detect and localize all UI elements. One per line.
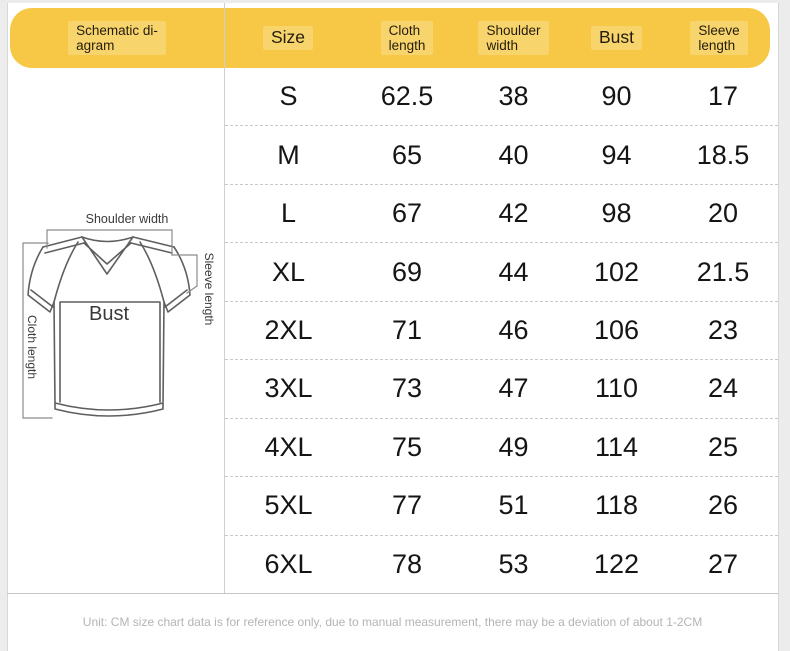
- column-header-label: Schematic di- agram: [68, 20, 166, 56]
- shoulder-width-bracket: [46, 229, 173, 256]
- cell-shoulder-width: 44: [498, 256, 529, 287]
- cell-bust: 114: [594, 431, 639, 462]
- cell-shoulder-width: 38: [498, 81, 529, 112]
- cell-cloth-length: 71: [391, 314, 423, 345]
- column-divider-line: [224, 3, 225, 593]
- table-header-bar: [10, 8, 770, 68]
- cell-sleeve-length: 18.5: [696, 139, 750, 170]
- cell-sleeve-length: 26: [707, 490, 739, 521]
- table-bottom-border: [7, 593, 778, 594]
- cell-cloth-length: 73: [391, 373, 423, 404]
- table-row: M 65 40 94 18.5: [225, 125, 778, 183]
- cell-sleeve-length: 24: [707, 373, 739, 404]
- cell-bust: 118: [594, 490, 639, 521]
- sleeve-length-label: Sleeve length: [202, 253, 216, 326]
- table-row: 3XL 73 47 110 24: [225, 359, 778, 417]
- column-header-schematic-diagram: Schematic di- agram: [10, 8, 224, 68]
- cell-sleeve-length: 23: [707, 314, 739, 345]
- cell-sleeve-length: 25: [707, 431, 739, 462]
- tshirt-armhole-seams: [53, 241, 165, 303]
- table-row: 6XL 78 53 122 27: [225, 534, 778, 593]
- column-header-bust: Bust: [565, 8, 668, 68]
- cloth-length-label: Cloth length: [25, 315, 39, 379]
- cell-sleeve-length: 20: [707, 198, 739, 229]
- column-header-sleeve-length: Sleeve length: [668, 8, 770, 68]
- sleeve-length-bracket: [171, 254, 198, 294]
- cell-size: 4XL: [264, 431, 313, 462]
- tshirt-bust-line: [59, 301, 161, 403]
- cell-bust: 110: [594, 373, 639, 404]
- cell-size: 6XL: [264, 548, 313, 579]
- column-header-label: Bust: [590, 26, 643, 50]
- cell-shoulder-width: 49: [498, 431, 529, 462]
- content-panel: [7, 3, 779, 651]
- cell-sleeve-length: 17: [707, 81, 739, 112]
- cell-cloth-length: 75: [391, 431, 423, 462]
- cell-cloth-length: 65: [391, 139, 423, 170]
- cell-bust: 106: [593, 314, 640, 345]
- column-header-label: Cloth length: [380, 20, 434, 56]
- cell-bust: 98: [601, 198, 632, 229]
- cell-cloth-length: 69: [391, 256, 423, 287]
- column-header-label: Sleeve length: [690, 20, 748, 56]
- tshirt-schematic-diagram: Shoulder width Bust Sleeve length Cloth …: [22, 212, 216, 419]
- cell-size: L: [280, 198, 297, 229]
- cell-bust: 90: [601, 81, 632, 112]
- cell-cloth-length: 78: [391, 548, 423, 579]
- cell-cloth-length: 67: [391, 198, 423, 229]
- cell-bust: 94: [601, 139, 632, 170]
- cell-sleeve-length: 27: [707, 548, 739, 579]
- cell-shoulder-width: 53: [498, 548, 529, 579]
- size-table: S 62.5 38 90 17 M 65 40 94 18.5 L 67 42 …: [225, 68, 778, 593]
- column-header-shoulder-width: Shoulder width: [462, 8, 565, 68]
- table-row: XL 69 44 102 21.5: [225, 242, 778, 300]
- tshirt-torso: [53, 301, 165, 417]
- cell-size: XL: [271, 256, 306, 287]
- column-header-label: Size: [262, 26, 314, 50]
- cell-cloth-length: 77: [391, 490, 423, 521]
- tshirt-right-sleeve: [163, 246, 191, 313]
- tshirt-left-sleeve: [27, 246, 55, 313]
- shoulder-width-label: Shoulder width: [86, 212, 169, 226]
- table-row: 5XL 77 51 118 26: [225, 476, 778, 534]
- table-row: L 67 42 98 20: [225, 183, 778, 242]
- cell-size: M: [277, 139, 300, 170]
- cell-sleeve-length: 21.5: [696, 256, 750, 287]
- cloth-length-bracket: [22, 242, 53, 419]
- cell-bust: 122: [593, 548, 640, 579]
- bust-label: Bust: [89, 303, 129, 325]
- cell-size: 3XL: [264, 373, 313, 404]
- table-row: 4XL 75 49 114 25: [225, 417, 778, 476]
- column-header-cloth-length: Cloth length: [352, 8, 462, 68]
- cell-cloth-length: 62.5: [380, 81, 434, 112]
- column-header-label: Shoulder width: [478, 20, 549, 56]
- cell-shoulder-width: 51: [498, 490, 529, 521]
- cell-size: 2XL: [264, 314, 313, 345]
- table-row: 2XL 71 46 106 23: [225, 300, 778, 359]
- cell-size: 5XL: [264, 490, 313, 521]
- cell-shoulder-width: 40: [498, 139, 529, 170]
- footer-note: Unit: CM size chart data is for referenc…: [82, 615, 703, 629]
- tshirt-collar: [81, 236, 134, 275]
- cell-shoulder-width: 46: [498, 314, 529, 345]
- cell-bust: 102: [593, 256, 640, 287]
- table-row: S 62.5 38 90 17: [225, 68, 778, 125]
- tshirt-shoulder-lines: [42, 236, 175, 254]
- cell-shoulder-width: 47: [498, 373, 529, 404]
- cell-shoulder-width: 42: [498, 198, 529, 229]
- column-header-size: Size: [224, 8, 352, 68]
- cell-size: S: [279, 81, 298, 112]
